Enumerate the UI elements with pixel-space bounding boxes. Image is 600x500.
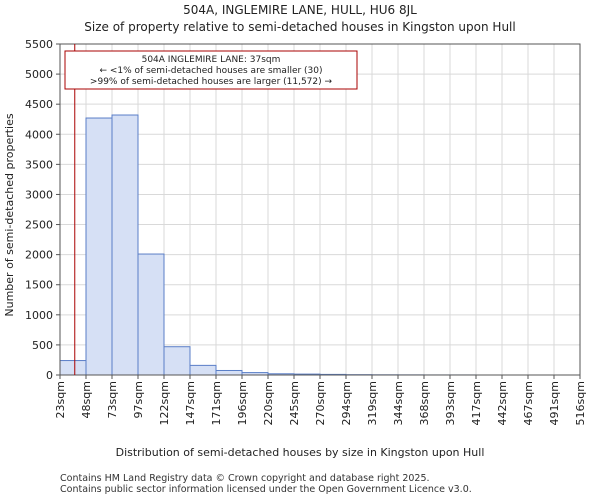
x-tick-label: 48sqm — [80, 381, 93, 418]
x-tick-label: 23sqm — [54, 381, 67, 418]
x-tick-label: 147sqm — [184, 381, 197, 425]
x-tick-label: 196sqm — [236, 381, 249, 425]
annotation-frame — [64, 50, 358, 90]
y-tick-label: 3000 — [25, 188, 53, 201]
x-tick-label: 245sqm — [288, 381, 301, 425]
footer-copyright: Contains HM Land Registry data © Crown c… — [60, 473, 430, 484]
y-axis-ticks: 0 500 1000 1500 2000 2500 3000 3500 4000 4500 5000… — [25, 38, 60, 382]
bars — [59, 114, 477, 376]
annotation-line-3: >99% of semi-detached houses are larger … — [90, 77, 333, 87]
y-tick-label: 5000 — [25, 68, 53, 81]
x-tick-label: 442sqm — [496, 381, 509, 425]
x-axis-label: Distribution of semi-detached houses by … — [116, 446, 485, 459]
y-tick-label: 3500 — [25, 158, 53, 171]
annotation-line-1: 504A INGLEMIRE LANE: 37sqm — [142, 55, 281, 65]
x-tick-label: 344sqm — [392, 381, 405, 425]
y-tick-label: 4500 — [25, 98, 53, 111]
x-tick-label: 491sqm — [548, 381, 561, 425]
annotation-line-2: ← <1% of semi-detached houses are smalle… — [99, 66, 322, 76]
x-tick-label: 97sqm — [132, 381, 145, 418]
x-tick-label: 73sqm — [106, 381, 119, 418]
y-tick-label: 0 — [46, 369, 53, 382]
annotation-box: 504A INGLEMIRE LANE: 37sqm ← <1% of semi… — [64, 50, 358, 90]
histogram-bar — [163, 346, 191, 376]
histogram-bar — [189, 364, 217, 376]
histogram-bar — [215, 369, 243, 376]
x-tick-label: 294sqm — [340, 381, 353, 425]
y-tick-label: 2500 — [25, 219, 53, 232]
x-axis-ticks: 23sqm 48sqm 73sqm 97sqm 122sqm 147sqm 171sqm 19… — [54, 375, 587, 425]
x-tick-label: 417sqm — [470, 381, 483, 425]
histogram-bar — [111, 114, 139, 376]
x-tick-label: 270sqm — [314, 381, 327, 425]
histogram-bar — [85, 117, 113, 376]
y-tick-label: 500 — [32, 339, 53, 352]
x-tick-label: 319sqm — [366, 381, 379, 425]
x-tick-label: 122sqm — [158, 381, 171, 425]
histogram-bar — [59, 360, 87, 376]
footer-licence: Contains public sector information licen… — [60, 484, 472, 495]
x-tick-label: 467sqm — [522, 381, 535, 425]
x-tick-label: 171sqm — [210, 381, 223, 425]
x-tick-label: 393sqm — [444, 381, 457, 425]
y-tick-label: 4000 — [25, 128, 53, 141]
y-axis-label: Number of semi-detached properties — [3, 113, 16, 316]
x-tick-label: 220sqm — [262, 381, 275, 425]
y-tick-label: 5500 — [25, 38, 53, 51]
y-tick-label: 1500 — [25, 279, 53, 292]
histogram-bar — [137, 253, 165, 376]
chart-title: 504A, INGLEMIRE LANE, HULL, HU6 8JL — [183, 3, 417, 17]
y-tick-label: 2000 — [25, 249, 53, 262]
y-tick-label: 1000 — [25, 309, 53, 322]
x-tick-label: 516sqm — [574, 381, 587, 425]
chart-subtitle: Size of property relative to semi-detach… — [84, 20, 515, 34]
x-tick-label: 368sqm — [418, 381, 431, 425]
